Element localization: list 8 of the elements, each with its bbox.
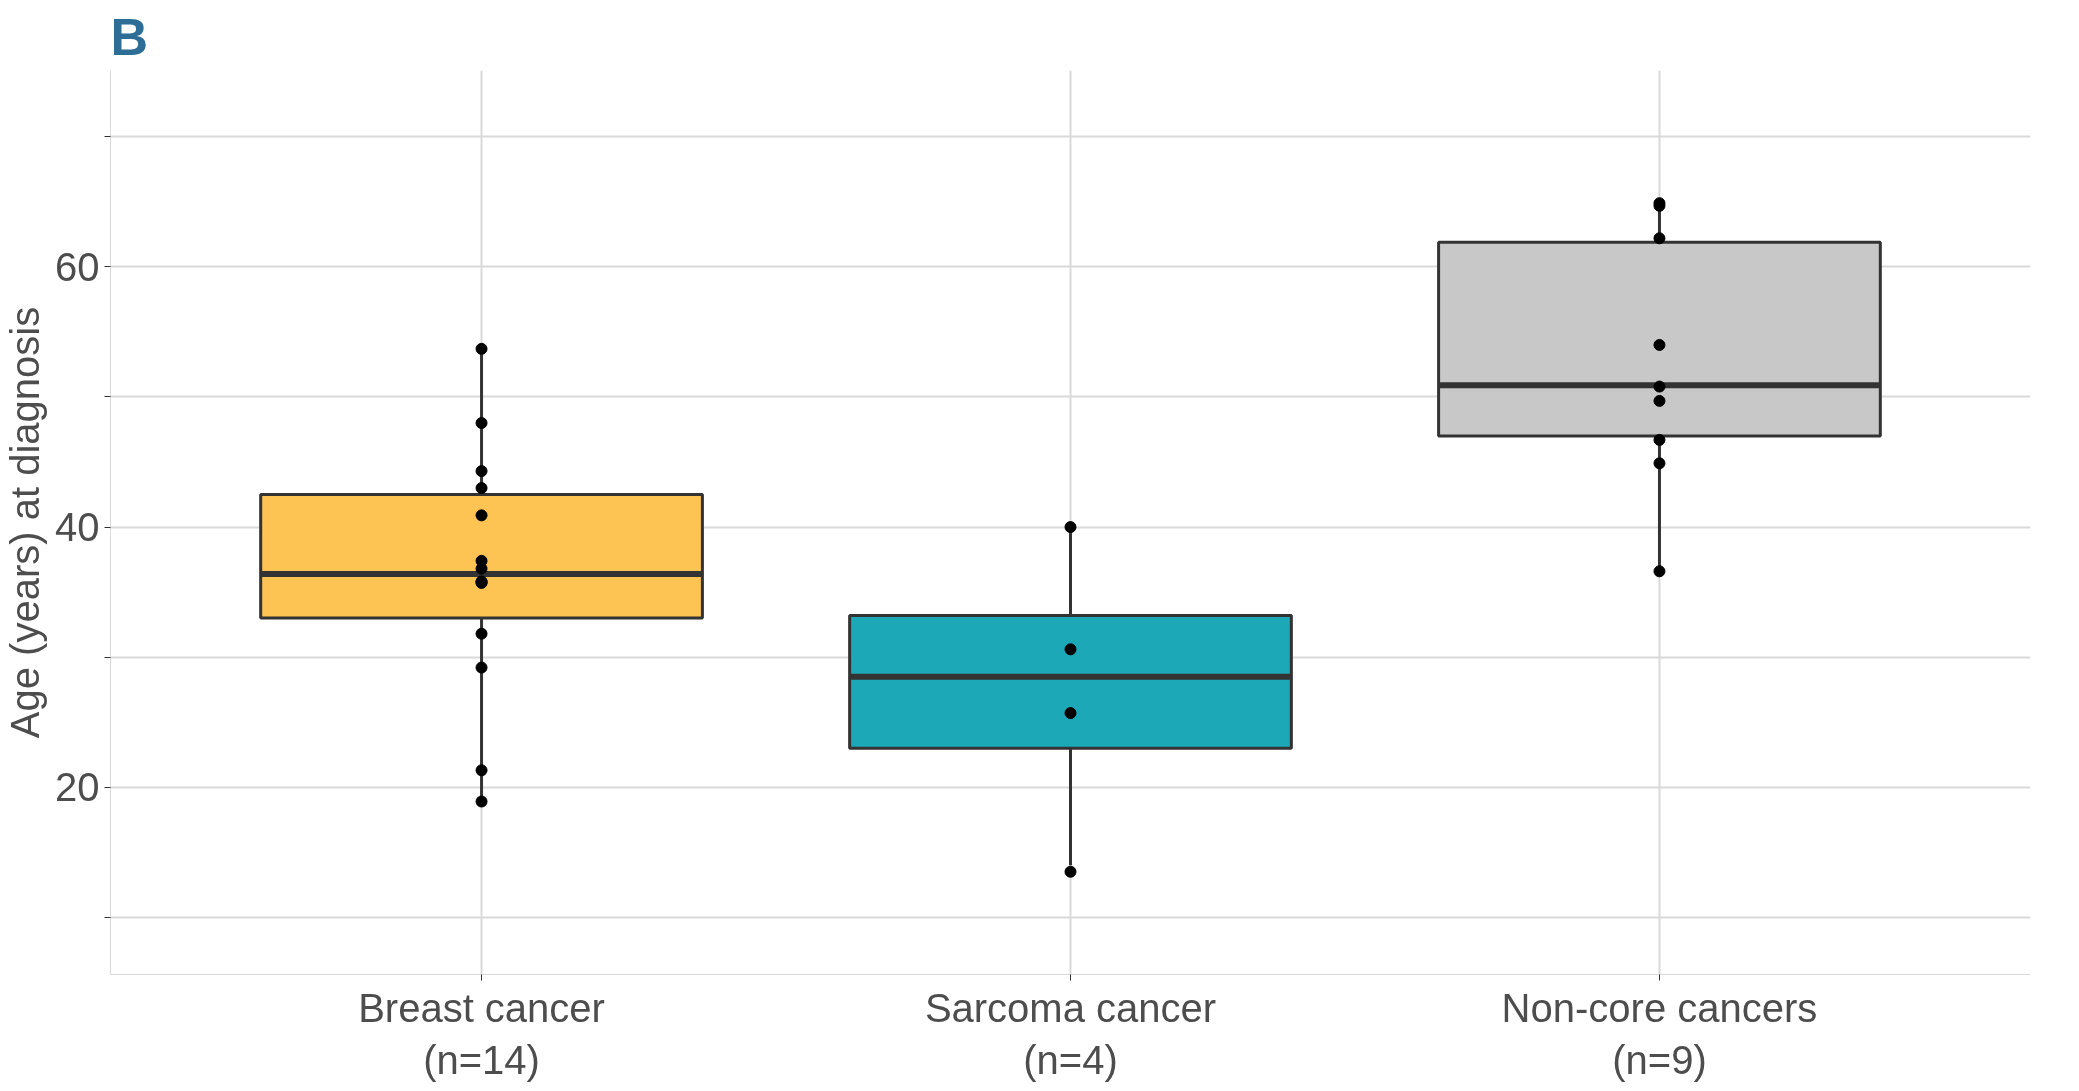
x-tick-label: Non-core cancers (n=9) [1501,985,1818,1083]
y-tick-label: 20 [55,765,100,810]
x-tick-label: Sarcoma cancer (n=4) [924,985,1217,1083]
y-axis-title: Age (years) at diagnosis [3,306,48,739]
x-tick-label: Breast cancer (n=14) [358,985,605,1083]
y-tick-label: 40 [55,505,100,550]
chart-title: B [110,7,149,66]
y-tick-label: 60 [55,244,100,289]
